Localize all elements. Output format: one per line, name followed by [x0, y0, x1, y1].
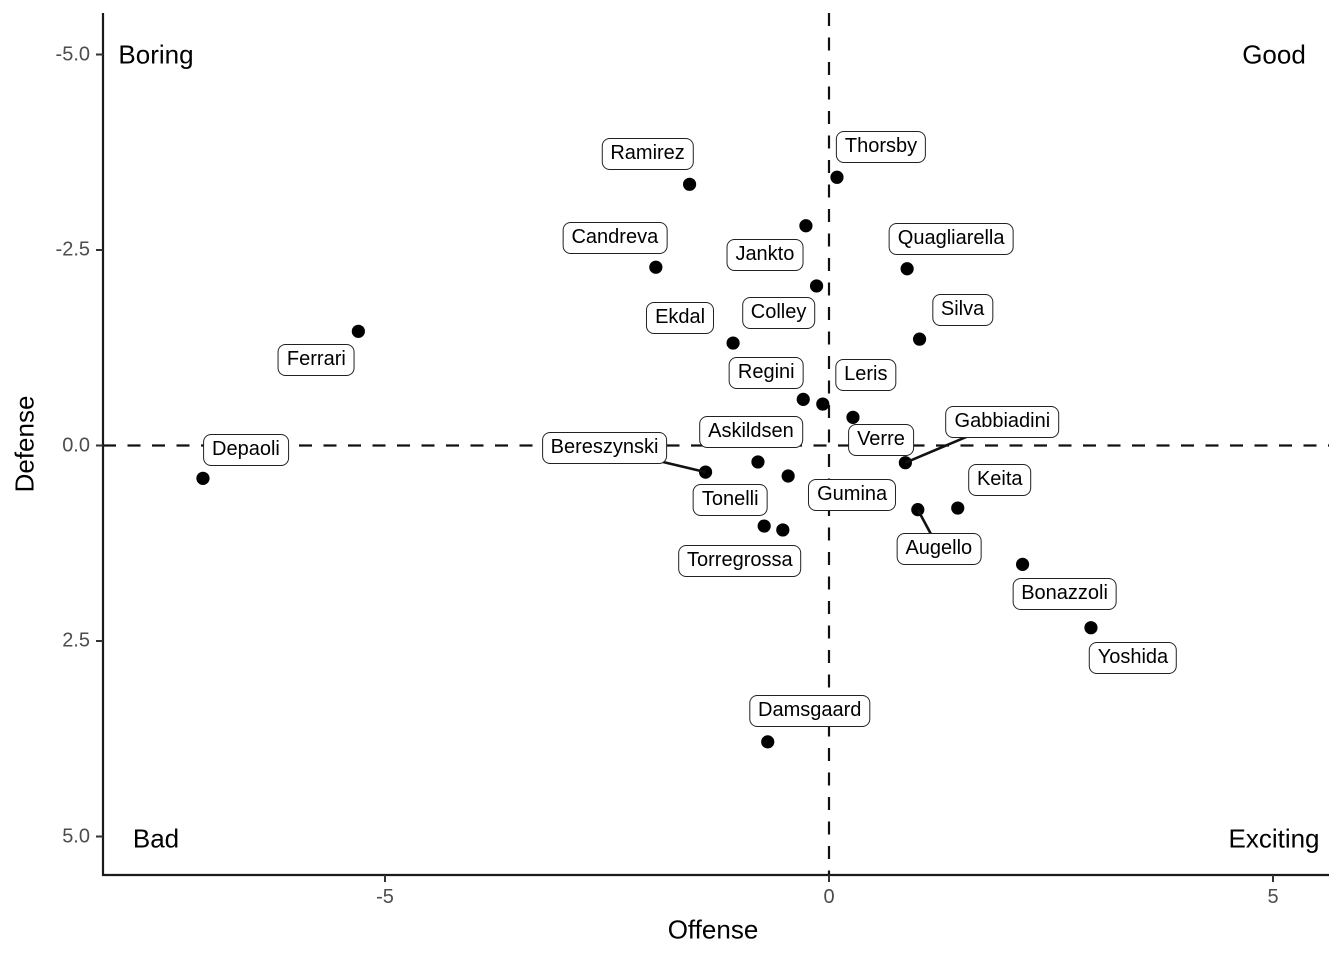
- label-segment-bereszynski: [604, 446, 706, 474]
- data-point-gumina: [781, 469, 795, 483]
- data-point-askildsen: [751, 455, 765, 469]
- data-point-candreva: [649, 260, 663, 274]
- data-point-verre: [846, 410, 860, 424]
- data-point-bonazzoli: [1015, 557, 1030, 571]
- data-point-depaoli: [196, 471, 210, 485]
- data-point-quagliarella: [900, 262, 914, 276]
- data-point-keita: [951, 501, 965, 515]
- data-point-thorsby: [830, 170, 844, 184]
- data-point-jankto: [799, 219, 813, 233]
- data-point-torregrossa: [776, 523, 790, 537]
- data-point-ferrari: [351, 324, 365, 338]
- data-point-colley: [809, 279, 824, 293]
- data-point-silva: [912, 332, 927, 346]
- data-point-yoshida: [1084, 621, 1098, 635]
- data-point-regini: [796, 392, 810, 406]
- data-point-tonelli: [757, 519, 771, 533]
- data-point-ekdal: [726, 336, 740, 350]
- data-point-leris: [816, 397, 830, 411]
- label-segment-gabbiadini: [904, 420, 1003, 464]
- data-point-damsgaard: [761, 735, 775, 749]
- label-segment-augello: [916, 509, 940, 550]
- data-point-ramirez: [682, 177, 697, 191]
